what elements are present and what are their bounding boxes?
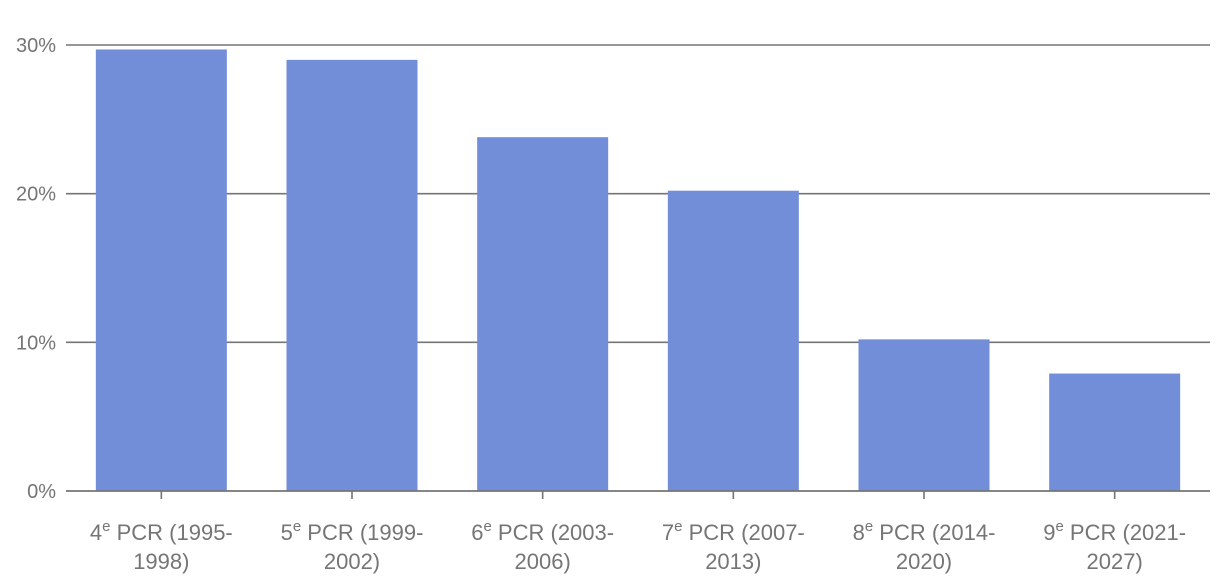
y-tick-label: 30% xyxy=(16,35,56,57)
category-line2: 2020) xyxy=(896,549,952,574)
category-line1: PCR (1995- xyxy=(110,520,232,545)
x-axis-category-labels: 4e PCR (1995-1998)5e PCR (1999-2002)6e P… xyxy=(90,518,1186,574)
x-axis xyxy=(66,490,1210,499)
category-number: 7 xyxy=(662,520,674,545)
bar-6e-pcr xyxy=(477,137,609,491)
bar-4e-pcr xyxy=(95,49,227,492)
category-number: 8 xyxy=(853,520,865,545)
category-line2: 1998) xyxy=(133,549,189,574)
bar-8e-pcr xyxy=(858,339,990,491)
category-superscript: e xyxy=(674,518,682,535)
category-line1: PCR (2014- xyxy=(873,520,995,545)
category-number: 4 xyxy=(90,520,102,545)
category-superscript: e xyxy=(1055,518,1063,535)
y-tick-label: 0% xyxy=(27,481,56,503)
category-line2: 2006) xyxy=(515,549,571,574)
category-superscript: e xyxy=(293,518,301,535)
x-category-label: 7e PCR (2007- 2013) xyxy=(662,518,805,574)
x-category-label: 9e PCR (2021- 2027) xyxy=(1043,518,1186,574)
category-line1: PCR (2007- xyxy=(682,520,804,545)
category-number: 6 xyxy=(471,520,483,545)
category-line1: PCR (2021- xyxy=(1064,520,1186,545)
category-superscript: e xyxy=(865,518,873,535)
category-line2: 2013) xyxy=(705,549,761,574)
x-category-label: 8e PCR (2014- 2020) xyxy=(853,518,996,574)
category-superscript: e xyxy=(483,518,491,535)
category-line1: PCR (2003- xyxy=(492,520,614,545)
category-number: 5 xyxy=(281,520,293,545)
gridlines xyxy=(66,44,1210,344)
category-number: 9 xyxy=(1043,520,1055,545)
x-category-label: 5e PCR (1999- 2002) xyxy=(281,518,424,574)
category-line2: 2027) xyxy=(1087,549,1143,574)
y-tick-label: 10% xyxy=(16,332,56,354)
category-superscript: e xyxy=(102,518,110,535)
category-line2: 2002) xyxy=(324,549,380,574)
y-tick-label: 20% xyxy=(16,184,56,206)
bar-5e-pcr xyxy=(286,59,418,491)
bar-7e-pcr xyxy=(667,190,799,491)
x-category-label: 6e PCR (2003- 2006) xyxy=(471,518,614,574)
category-line1: PCR (1999- xyxy=(301,520,423,545)
bar-9e-pcr xyxy=(1049,373,1181,491)
x-category-label: 4e PCR (1995- 1998) xyxy=(90,518,233,574)
y-axis-tick-labels: 0% 10% 20% 30% xyxy=(16,35,56,503)
bars xyxy=(95,49,1181,492)
